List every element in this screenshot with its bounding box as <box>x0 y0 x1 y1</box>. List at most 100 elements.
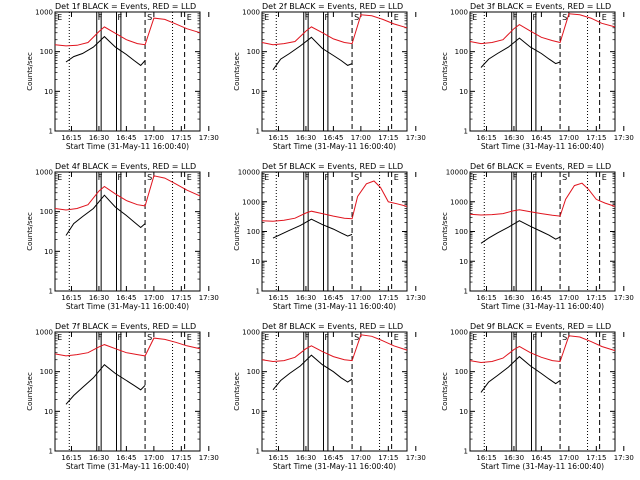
x-tick-label: 17:30 <box>406 454 426 462</box>
events-curve <box>272 36 353 71</box>
interval-label: F <box>325 173 330 182</box>
plot-frame <box>54 11 201 132</box>
y-tick-label: 100 <box>40 368 53 376</box>
y-tick-label: 1 <box>49 448 53 456</box>
y-axis-label: Counts/sec <box>26 212 34 251</box>
interval-label: E <box>472 13 477 22</box>
panel-title: Det 1f BLACK = Events, RED = LLD <box>55 2 196 11</box>
panel-det-1: Det 1f BLACK = Events, RED = LLD 1 10 100 10… <box>26 2 219 151</box>
x-tick-label: 16:15 <box>268 294 288 302</box>
lld-curve <box>261 14 408 46</box>
lld-curve <box>469 182 616 217</box>
y-axis-label: Counts/sec <box>233 372 241 411</box>
events-curve <box>272 354 353 391</box>
y-tick-label: 1 <box>49 288 53 296</box>
y-tick-label: 100 <box>40 208 53 216</box>
y-tick-label: 100 <box>247 48 260 56</box>
interval-label: E <box>264 13 269 22</box>
x-tick-label: 16:45 <box>531 454 551 462</box>
y-tick-label: 1 <box>464 288 468 296</box>
x-tick-label: 17:15 <box>586 134 606 142</box>
interval-label: E <box>264 173 269 182</box>
interval-label: F <box>118 333 123 342</box>
y-tick-label: 1000 <box>450 198 468 206</box>
x-tick-label: 16:45 <box>531 294 551 302</box>
x-axis-label: Start Time (31-May-11 16:00:40) <box>481 142 604 151</box>
y-axis-label: Counts/sec <box>441 52 449 91</box>
interval-label: S <box>147 13 152 22</box>
lld-curve <box>54 175 201 211</box>
interval-label: F <box>325 13 330 22</box>
x-tick-label: 16:30 <box>296 294 316 302</box>
interval-label: F <box>305 173 310 182</box>
interval-label: S <box>147 333 152 342</box>
y-tick-label: 10 <box>251 408 260 416</box>
interval-label: E <box>187 333 192 342</box>
interval-label: F <box>305 333 310 342</box>
x-tick-label: 17:15 <box>171 454 191 462</box>
y-tick-label: 10 <box>459 408 468 416</box>
x-tick-label: 17:30 <box>406 134 426 142</box>
y-tick-label: 1000 <box>35 9 53 17</box>
y-tick-label: 100 <box>247 368 260 376</box>
x-tick-label: 17:15 <box>378 294 398 302</box>
x-tick-label: 17:30 <box>406 294 426 302</box>
y-tick-label: 1 <box>464 128 468 136</box>
interval-label: S <box>354 173 359 182</box>
y-axis-label: Counts/sec <box>441 212 449 251</box>
x-axis-label: Start Time (31-May-11 16:00:40) <box>481 462 604 471</box>
x-tick-label: 16:15 <box>61 294 81 302</box>
lld-curve <box>469 13 616 45</box>
panel-det-9: Det 9f BLACK = Events, RED = LLD 1 10 100 10… <box>441 322 634 471</box>
x-tick-label: 16:30 <box>504 134 524 142</box>
x-tick-label: 16:15 <box>61 454 81 462</box>
y-tick-label: 10 <box>459 258 468 266</box>
interval-label: S <box>354 13 359 22</box>
panel-det-4: Det 4f BLACK = Events, RED = LLD 1 10 100 10… <box>26 162 219 311</box>
y-tick-label: 100 <box>247 228 260 236</box>
y-tick-label: 1000 <box>35 169 53 177</box>
x-tick-label: 17:30 <box>199 134 219 142</box>
x-tick-label: 17:15 <box>171 294 191 302</box>
panel-title: Det 5f BLACK = Events, RED = LLD <box>262 162 403 171</box>
interval-label: S <box>562 173 567 182</box>
y-tick-label: 1000 <box>450 329 468 337</box>
interval-label: F <box>513 13 518 22</box>
interval-label: F <box>98 173 103 182</box>
x-tick-label: 16:15 <box>268 454 288 462</box>
y-tick-label: 100 <box>455 48 468 56</box>
x-tick-label: 17:30 <box>199 294 219 302</box>
interval-label: E <box>57 333 62 342</box>
y-tick-label: 1 <box>49 128 53 136</box>
x-tick-label: 17:00 <box>144 294 164 302</box>
y-tick-label: 10 <box>251 88 260 96</box>
plot-frame <box>469 331 616 452</box>
x-tick-label: 16:15 <box>476 454 496 462</box>
x-axis-label: Start Time (31-May-11 16:00:40) <box>273 302 396 311</box>
x-tick-label: 17:15 <box>586 454 606 462</box>
interval-label: E <box>264 333 269 342</box>
y-axis-label: Counts/sec <box>233 212 241 251</box>
x-tick-label: 16:15 <box>61 134 81 142</box>
interval-label: E <box>187 173 192 182</box>
interval-label: F <box>533 333 538 342</box>
x-tick-label: 16:30 <box>296 134 316 142</box>
interval-label: E <box>57 173 62 182</box>
y-tick-label: 1 <box>256 128 260 136</box>
x-tick-label: 16:45 <box>323 454 343 462</box>
y-tick-label: 1 <box>464 448 468 456</box>
interval-label: E <box>394 173 399 182</box>
y-axis-label: Counts/sec <box>26 372 34 411</box>
x-tick-label: 16:30 <box>296 454 316 462</box>
interval-label: E <box>472 173 477 182</box>
x-axis-label: Start Time (31-May-11 16:00:40) <box>481 302 604 311</box>
x-tick-label: 17:00 <box>559 454 579 462</box>
interval-label: F <box>305 13 310 22</box>
y-tick-label: 1 <box>256 448 260 456</box>
x-tick-label: 17:00 <box>559 134 579 142</box>
x-tick-label: 17:00 <box>144 454 164 462</box>
interval-label: E <box>187 13 192 22</box>
plot-frame <box>261 171 408 292</box>
interval-label: F <box>118 173 123 182</box>
y-tick-label: 1000 <box>35 329 53 337</box>
